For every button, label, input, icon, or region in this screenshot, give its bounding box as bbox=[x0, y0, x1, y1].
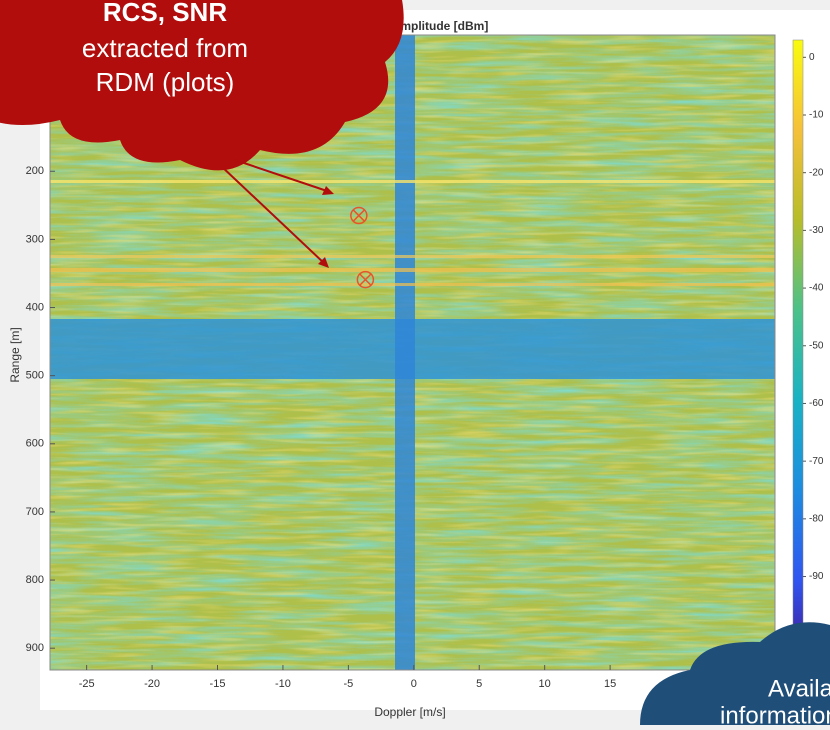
y-tick-label: 200 bbox=[26, 165, 44, 177]
y-tick-label: 300 bbox=[26, 233, 44, 245]
x-tick-label: 15 bbox=[604, 678, 616, 690]
colorbar-tick-label: -80 bbox=[809, 513, 824, 524]
y-tick-label: 800 bbox=[26, 574, 44, 586]
x-tick-label: 0 bbox=[411, 678, 417, 690]
bright-line bbox=[50, 268, 775, 272]
callout-text: Available bbox=[768, 675, 830, 702]
callout-text: information bbox=[720, 702, 830, 725]
colorbar-tick-label: -50 bbox=[809, 340, 824, 351]
colorbar-tick-label: -30 bbox=[809, 225, 824, 236]
y-tick-label: 900 bbox=[26, 642, 44, 654]
colorbar-tick-label: -10 bbox=[809, 110, 824, 121]
y-axis-label: Range [m] bbox=[8, 327, 22, 382]
callout-text: extracted from bbox=[82, 33, 248, 63]
colorbar-tick-label: -90 bbox=[809, 571, 824, 582]
x-tick-label: 10 bbox=[539, 678, 551, 690]
colorbar-tick-label: 0 bbox=[809, 52, 815, 63]
y-tick-label: 500 bbox=[26, 370, 44, 382]
colorbar bbox=[793, 40, 803, 640]
colorbar-tick-label: -70 bbox=[809, 456, 824, 467]
callout-text: RDM (plots) bbox=[96, 67, 235, 97]
callout-text: RCS, SNR bbox=[103, 0, 227, 27]
chart-title: Amplitude [dBm] bbox=[392, 19, 489, 33]
chart: Amplitude [dBm] Doppler [m/s] Range [m] … bbox=[0, 0, 830, 725]
bright-line bbox=[50, 255, 775, 258]
x-tick-label: -10 bbox=[275, 678, 291, 690]
x-axis-label: Doppler [m/s] bbox=[374, 705, 445, 719]
x-tick-label: -25 bbox=[79, 678, 95, 690]
x-tick-label: -20 bbox=[144, 678, 160, 690]
x-tick-label: 5 bbox=[476, 678, 482, 690]
colorbar-tick-label: -40 bbox=[809, 283, 824, 294]
zero-doppler-band bbox=[395, 35, 415, 670]
y-tick-label: 600 bbox=[26, 438, 44, 450]
y-tick-label: 400 bbox=[26, 301, 44, 313]
x-tick-label: -15 bbox=[210, 678, 226, 690]
colorbar-tick-label: -60 bbox=[809, 398, 824, 409]
bright-line bbox=[50, 180, 775, 183]
colorbar-tick-label: -20 bbox=[809, 167, 824, 178]
bright-line bbox=[50, 283, 775, 286]
x-tick-label: -5 bbox=[343, 678, 353, 690]
y-tick-label: 700 bbox=[26, 506, 44, 518]
